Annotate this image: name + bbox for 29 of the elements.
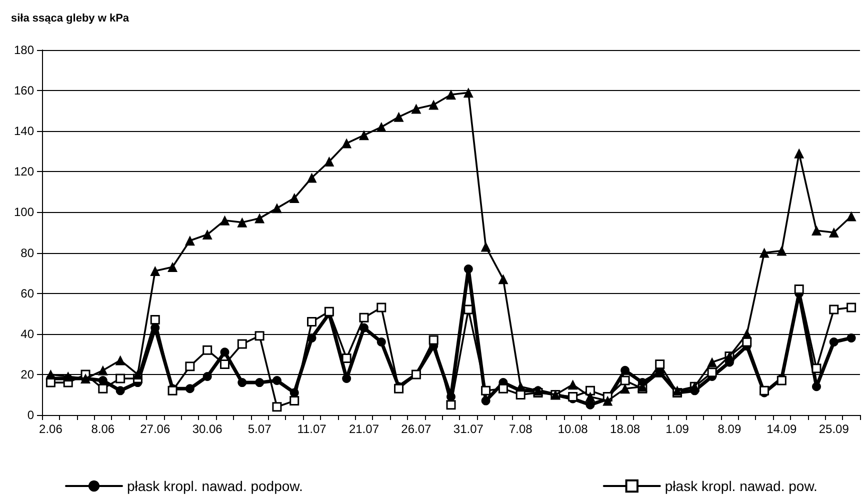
- x-tick-label: 14.09: [766, 422, 798, 436]
- y-tick-label: 0: [27, 408, 34, 422]
- y-tick-label: 140: [14, 124, 34, 138]
- legend-label: płask kropl. nawad. pow.: [664, 478, 818, 494]
- x-tick-label: 8.09: [718, 422, 742, 436]
- x-tick-label: 1.09: [666, 422, 690, 436]
- x-tick-label: 25.09: [818, 422, 850, 436]
- y-tick-label: 40: [20, 326, 34, 341]
- x-tick-label: 31.07: [453, 422, 484, 436]
- x-tick-label: 7.08: [508, 422, 533, 436]
- x-tick-label: 8.06: [91, 422, 115, 436]
- y-tick-label: 80: [20, 246, 34, 260]
- x-tick-label: 18.08: [610, 422, 640, 436]
- x-tick-label: 2.06: [39, 422, 63, 436]
- y-tick-label: 180: [14, 43, 34, 57]
- legend-label: płask kropl. nawad. podpow.: [127, 478, 303, 494]
- y-tick-label: 120: [14, 164, 34, 179]
- y-axis-title: siła ssąca gleby w kPa: [11, 12, 130, 24]
- y-tick-label: 160: [14, 84, 34, 98]
- x-tick-label: 27.06: [140, 422, 170, 436]
- x-tick-label: 5.07: [248, 422, 272, 436]
- y-tick-label: 20: [20, 367, 34, 382]
- y-tick-label: 60: [20, 286, 34, 300]
- x-tick-label: 21.07: [348, 422, 380, 436]
- x-tick-label: 10.08: [558, 422, 588, 436]
- x-tick-label: 30.06: [192, 422, 223, 436]
- y-tick-label: 100: [14, 205, 34, 220]
- x-tick-label: 11.07: [297, 422, 327, 436]
- x-tick-label: 26.07: [401, 422, 432, 436]
